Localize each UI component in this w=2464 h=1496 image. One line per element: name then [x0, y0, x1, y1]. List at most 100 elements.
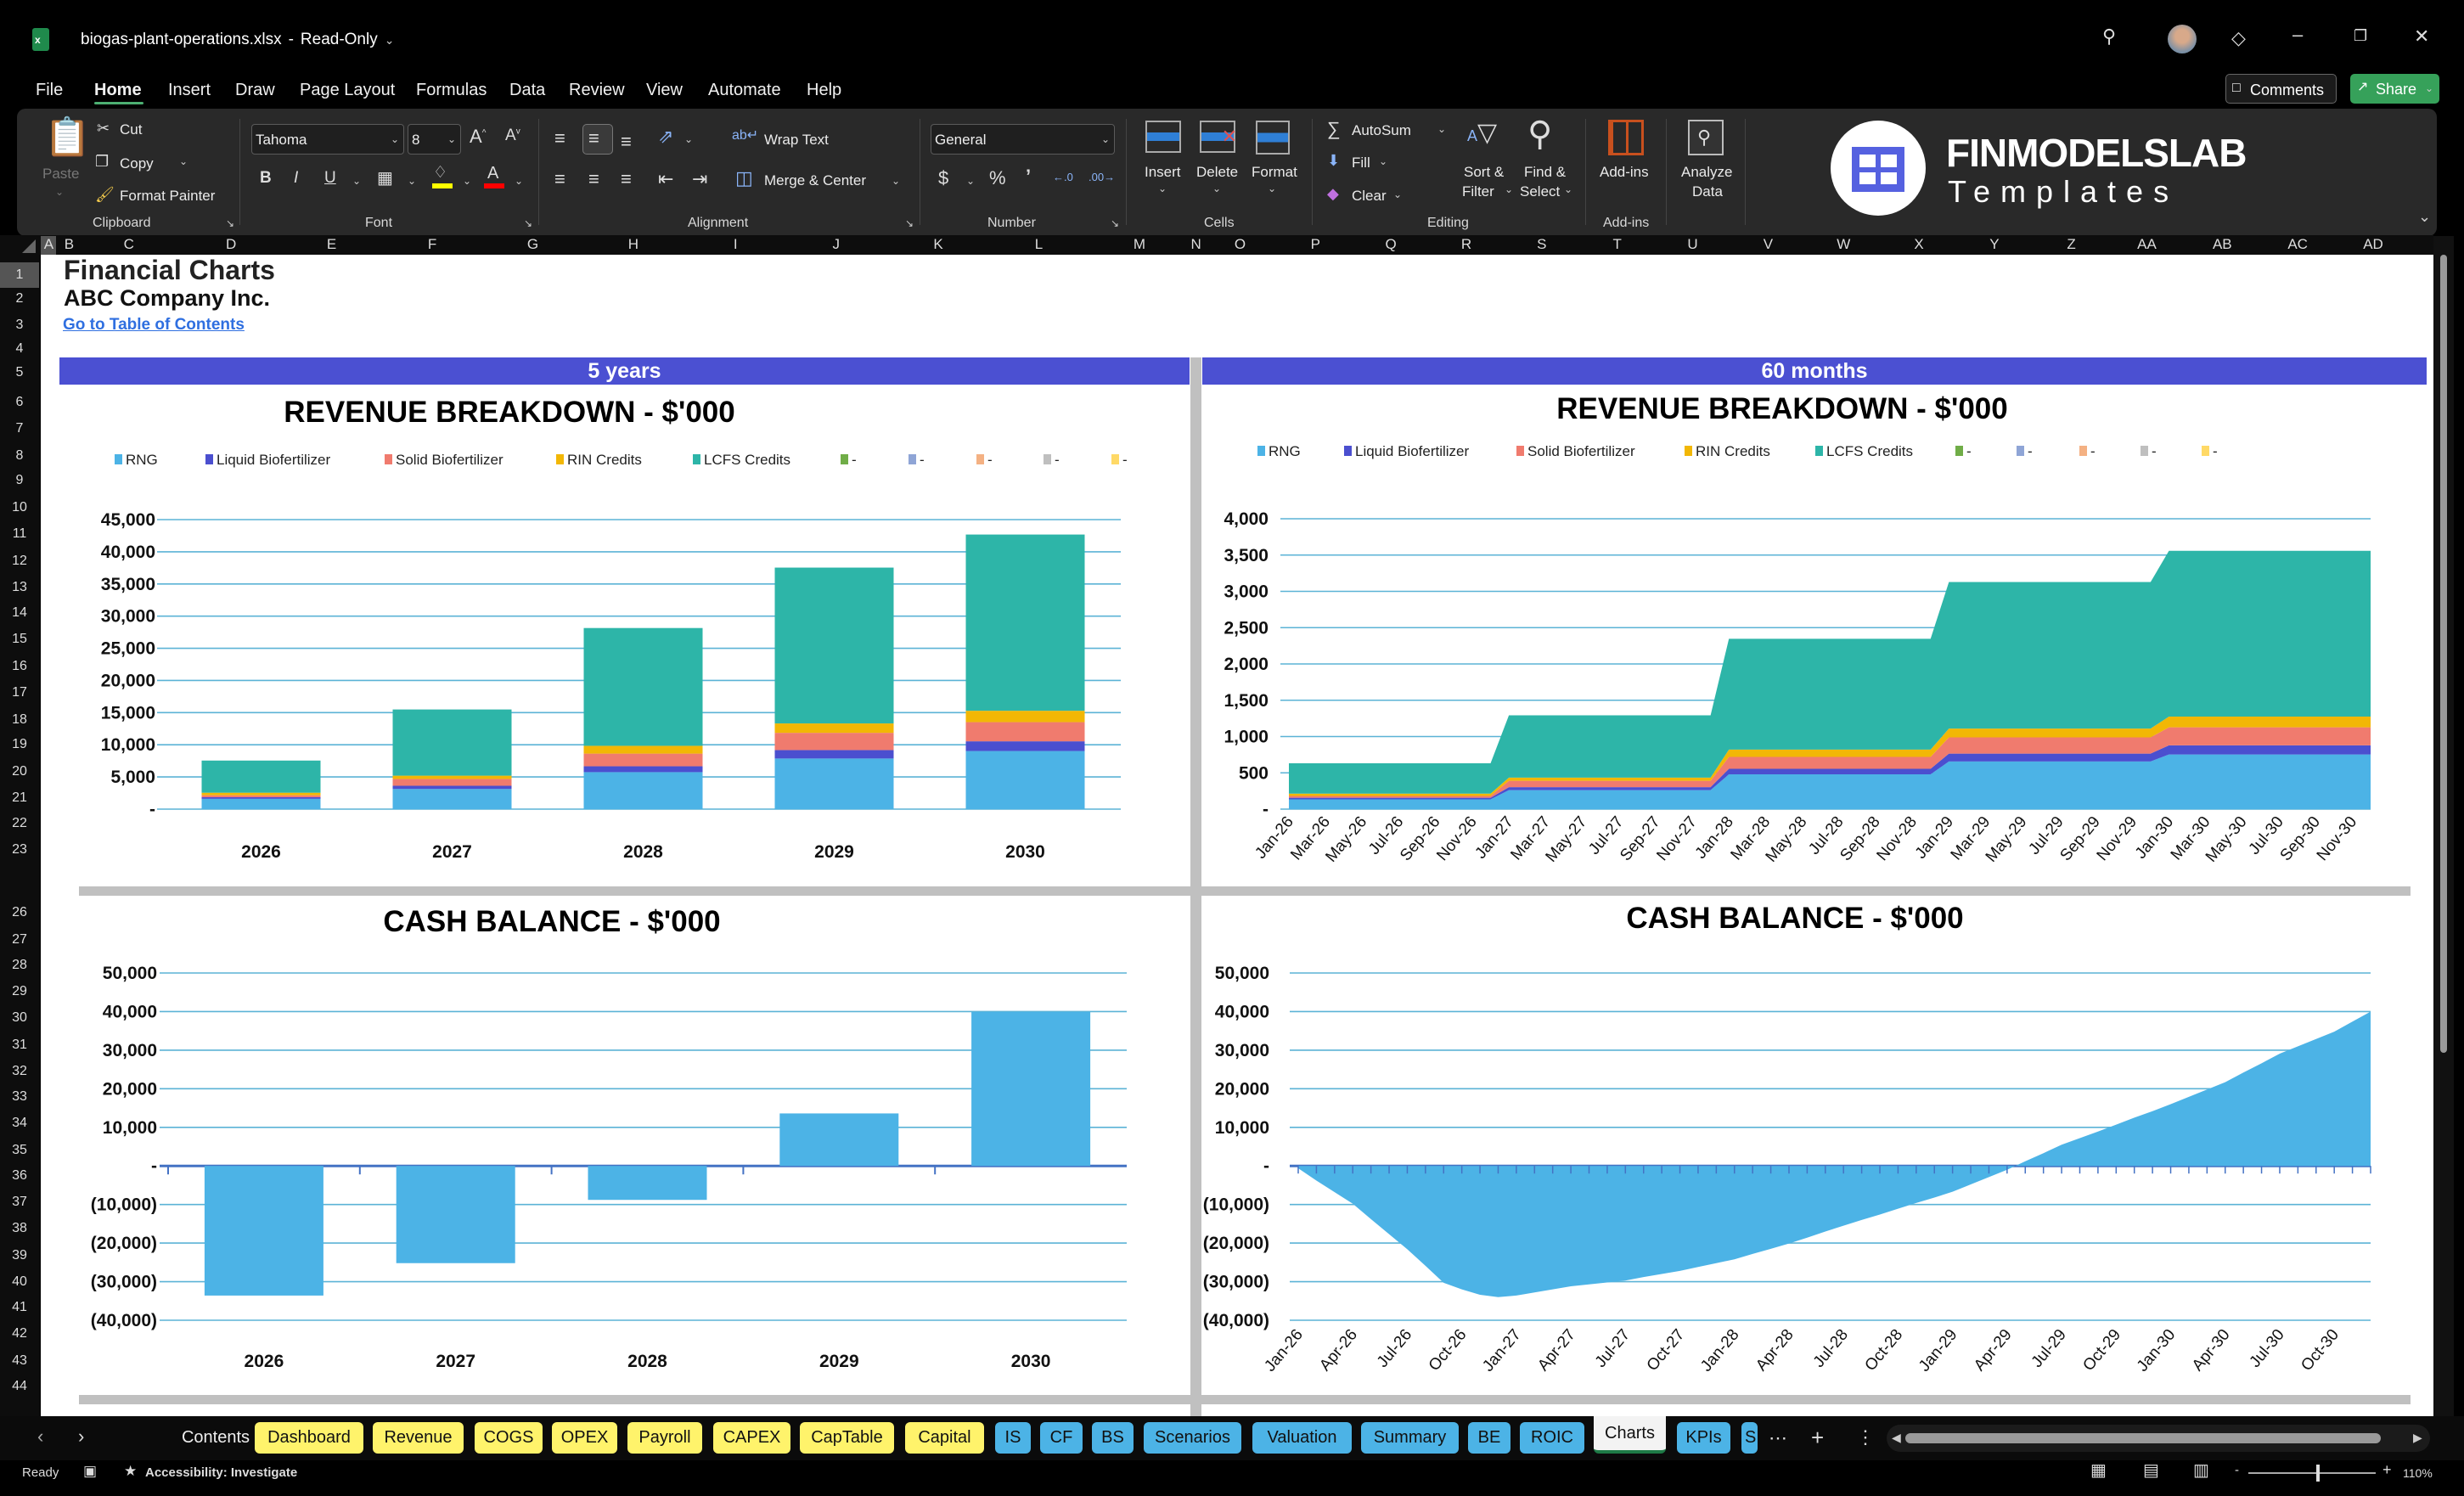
page-layout-view-icon[interactable]: ▤ — [2143, 1461, 2159, 1480]
analyze-data-label[interactable]: Data — [1692, 183, 1723, 200]
font-color-icon[interactable]: A — [487, 164, 499, 183]
chevron-down-icon[interactable]: ⌄ — [352, 175, 362, 187]
diamond-icon[interactable]: ◇ — [2231, 27, 2246, 48]
column-header-F[interactable]: F — [427, 236, 437, 252]
row-header-3[interactable]: 3 — [15, 318, 24, 333]
row-header-43[interactable]: 43 — [12, 1353, 27, 1368]
column-header-AD[interactable]: AD — [2363, 236, 2383, 252]
dialog-launcher-icon[interactable]: ↘ — [524, 217, 533, 229]
chevron-down-icon[interactable]: ⌄ — [55, 186, 65, 198]
row-header-32[interactable]: 32 — [12, 1064, 27, 1079]
column-header-W[interactable]: W — [1837, 236, 1851, 252]
avatar[interactable] — [2168, 25, 2197, 53]
clear-button[interactable]: Clear — [1352, 188, 1387, 204]
horizontal-scrollbar[interactable]: ◀ ▶ — [1887, 1425, 2430, 1452]
dialog-launcher-icon[interactable]: ↘ — [226, 217, 235, 229]
paste-icon[interactable]: 📋 — [44, 116, 91, 158]
row-header-39[interactable]: 39 — [12, 1247, 27, 1263]
accessibility-status[interactable]: Accessibility: Investigate — [145, 1465, 298, 1480]
chevron-down-icon[interactable]: ⌄ — [684, 133, 694, 145]
row-header-23[interactable]: 23 — [12, 842, 27, 858]
chevron-down-icon[interactable]: ⌄ — [463, 175, 472, 187]
column-header-AA[interactable]: AA — [2137, 236, 2157, 252]
number-format-select[interactable]: General ⌄ — [931, 124, 1115, 155]
find-select-label[interactable]: Select — [1520, 183, 1561, 200]
chevron-down-icon[interactable]: ⌄ — [1268, 183, 1277, 194]
comments-button[interactable]: □ Comments — [2225, 74, 2337, 104]
chevron-down-icon[interactable]: ⌄ — [1437, 123, 1447, 135]
sheet-tab-capital[interactable]: Capital — [905, 1422, 984, 1454]
row-header-22[interactable]: 22 — [12, 815, 27, 830]
comma-style-icon[interactable]: ’ — [1026, 166, 1032, 187]
sheet-tab-opex[interactable]: OPEX — [552, 1422, 617, 1454]
chevron-down-icon[interactable]: ⌄ — [966, 175, 976, 187]
row-header-41[interactable]: 41 — [12, 1300, 27, 1315]
column-header-U[interactable]: U — [1687, 236, 1698, 252]
row-header-18[interactable]: 18 — [12, 711, 27, 727]
row-header-44[interactable]: 44 — [12, 1378, 27, 1393]
align-right-icon[interactable]: ≡ — [621, 168, 632, 189]
percent-icon[interactable]: % — [989, 167, 1006, 188]
menu-home[interactable]: Home — [94, 81, 142, 99]
restore-icon[interactable]: ❐ — [2354, 27, 2368, 44]
column-header-M[interactable]: M — [1133, 236, 1146, 252]
zoom-level[interactable]: 110% — [2403, 1466, 2433, 1480]
align-bottom-icon[interactable]: ≡ — [621, 131, 632, 152]
column-header-V[interactable]: V — [1763, 236, 1774, 252]
column-header-J[interactable]: J — [832, 236, 840, 252]
autosum-button[interactable]: AutoSum — [1352, 122, 1411, 138]
align-top-icon[interactable]: ≡ — [554, 127, 565, 149]
row-header-37[interactable]: 37 — [12, 1195, 27, 1209]
row-header-26[interactable]: 26 — [12, 905, 27, 920]
row-header-29[interactable]: 29 — [12, 983, 27, 998]
zoom-slider[interactable] — [2248, 1465, 2376, 1482]
row-header-5[interactable]: 5 — [15, 364, 24, 380]
h-scrollbar-thumb[interactable] — [1905, 1433, 2381, 1443]
format-cells-button[interactable]: Format — [1252, 164, 1297, 180]
column-header-T[interactable]: T — [1612, 236, 1622, 252]
sort-filter-button[interactable]: Sort & — [1464, 164, 1505, 180]
row-header-30[interactable]: 30 — [12, 1010, 27, 1026]
row-header-7[interactable]: 7 — [15, 421, 24, 436]
wrap-text-button[interactable]: Wrap Text — [764, 132, 829, 148]
chevron-down-icon[interactable]: ⌄ — [892, 175, 901, 187]
row-header-2[interactable]: 2 — [15, 290, 24, 306]
sheet-tab-capex[interactable]: CAPEX — [713, 1422, 790, 1454]
row-header-21[interactable]: 21 — [12, 790, 27, 806]
row-header-1[interactable]: 1 — [0, 262, 39, 288]
column-header-H[interactable]: H — [627, 236, 639, 252]
row-header-8[interactable]: 8 — [15, 447, 24, 463]
sheet-tab-bs[interactable]: BS — [1092, 1422, 1134, 1454]
format-painter-button[interactable]: Format Painter — [120, 188, 216, 204]
sheet-tab-contents[interactable]: Contents — [181, 1428, 250, 1447]
sheet-tab-charts[interactable]: Charts — [1594, 1416, 1666, 1454]
select-all-corner[interactable] — [22, 239, 36, 253]
normal-view-icon[interactable]: ▦ — [2090, 1461, 2107, 1480]
row-header-20[interactable]: 20 — [12, 763, 27, 779]
chevron-down-icon[interactable]: ⌄ — [1505, 183, 1514, 195]
sheet-tab-payroll[interactable]: Payroll — [627, 1422, 702, 1454]
scrollbar-thumb[interactable] — [2440, 255, 2447, 1053]
paste-button[interactable]: Paste — [42, 166, 80, 182]
column-header-K[interactable]: K — [933, 236, 943, 252]
chevron-down-icon[interactable]: ⌄ — [179, 155, 188, 167]
borders-icon[interactable]: ▦ — [377, 169, 393, 188]
search-icon[interactable]: ⚲ — [2102, 25, 2117, 47]
sheet-tab-dashboard[interactable]: Dashboard — [255, 1422, 363, 1454]
chevron-down-icon[interactable]: ⌄ — [1393, 188, 1403, 200]
column-header-I[interactable]: I — [733, 236, 738, 252]
row-header-34[interactable]: 34 — [12, 1116, 27, 1131]
zoom-out-button[interactable]: - — [2235, 1463, 2239, 1477]
column-header-B[interactable]: B — [64, 236, 75, 252]
share-button[interactable]: ↗ Share ⌄ — [2350, 74, 2439, 104]
row-header-33[interactable]: 33 — [12, 1088, 27, 1104]
menu-page-layout[interactable]: Page Layout — [300, 81, 396, 99]
sheet-tab-roic[interactable]: ROIC — [1520, 1422, 1584, 1454]
collapse-ribbon-icon[interactable]: ⌄ — [2418, 208, 2432, 225]
close-icon[interactable]: ✕ — [2414, 25, 2430, 47]
currency-icon[interactable]: $ — [938, 167, 949, 188]
merge-center-button[interactable]: Merge & Center — [764, 172, 866, 188]
column-header-E[interactable]: E — [326, 236, 337, 252]
fill-color-icon[interactable]: ♢ — [433, 164, 448, 182]
increase-font-icon[interactable]: A^ — [470, 126, 487, 147]
